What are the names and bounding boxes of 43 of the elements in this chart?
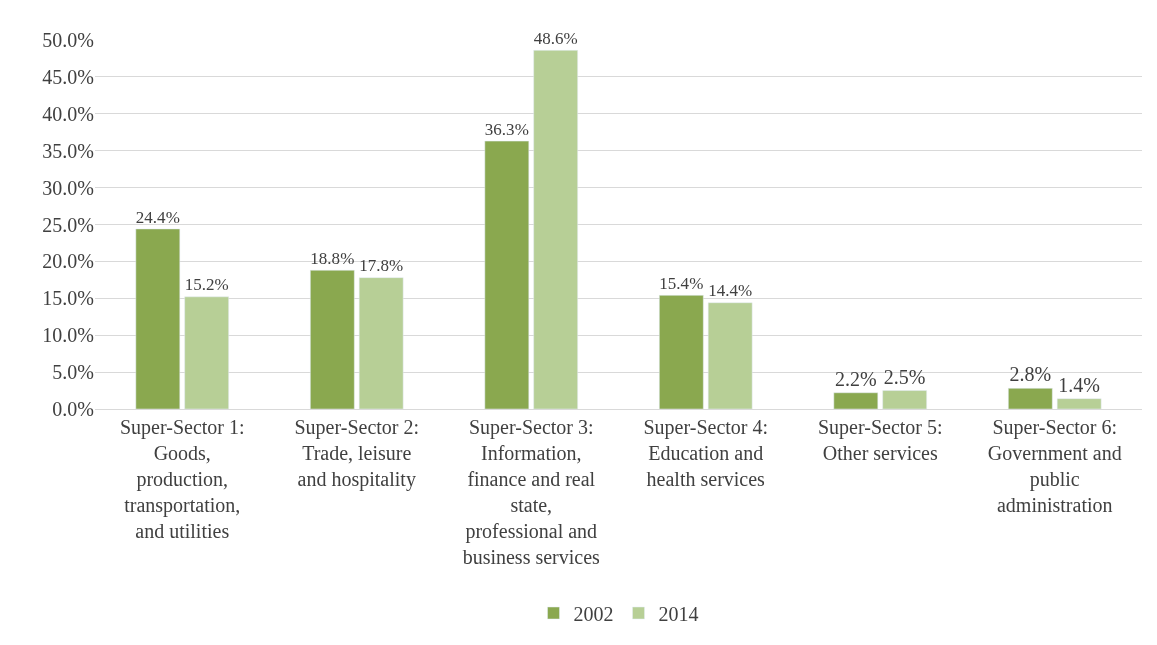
y-tick-label: 10.0% bbox=[42, 324, 94, 347]
data-label: 2.5% bbox=[883, 365, 926, 388]
y-tick-label: 35.0% bbox=[42, 139, 94, 162]
bar bbox=[184, 296, 229, 409]
x-tick-label: Super-Sector 6: Government and public administration bbox=[987, 416, 1122, 516]
bar bbox=[1056, 398, 1102, 409]
x-tick-label: Super-Sector 1: Goods, production, transportation, and utilities bbox=[119, 416, 245, 542]
bar bbox=[310, 270, 355, 409]
bar bbox=[882, 390, 927, 409]
y-tick-label: 25.0% bbox=[42, 213, 94, 236]
x-tick-label: Super-Sector 5: Other services bbox=[817, 416, 943, 464]
y-tick-label: 15.0% bbox=[42, 287, 94, 310]
bar bbox=[135, 228, 181, 409]
data-label: 24.4% bbox=[135, 207, 180, 227]
data-label: 15.4% bbox=[659, 273, 704, 293]
data-label: 36.3% bbox=[484, 119, 529, 139]
bar bbox=[358, 277, 404, 409]
bar bbox=[833, 392, 879, 409]
x-tick-label: Super-Sector 3: Information, finance and real state, professional and business services bbox=[462, 416, 601, 568]
y-tick-label: 45.0% bbox=[42, 65, 94, 88]
y-tick-label: 30.0% bbox=[42, 176, 94, 199]
bar bbox=[659, 295, 704, 409]
x-tick-label: Super-Sector 2: Trade, leisure and hospitality bbox=[294, 416, 420, 491]
bar bbox=[484, 140, 530, 409]
bar bbox=[707, 302, 753, 409]
y-tick-label: 5.0% bbox=[52, 361, 94, 384]
bar bbox=[533, 50, 578, 409]
data-label: 2.2% bbox=[834, 367, 877, 390]
y-tick-label: 50.0% bbox=[42, 29, 94, 51]
data-label: 48.6% bbox=[533, 28, 578, 48]
y-tick-label: 0.0% bbox=[52, 398, 94, 420]
data-label: 17.8% bbox=[359, 256, 404, 276]
data-label: 18.8% bbox=[310, 248, 355, 268]
legend-label: 2014 bbox=[658, 602, 699, 625]
y-tick-label: 20.0% bbox=[42, 250, 94, 273]
legend-label: 2002 bbox=[573, 602, 614, 625]
bar bbox=[1008, 388, 1053, 409]
y-tick-label: 40.0% bbox=[42, 102, 94, 125]
data-label: 2.8% bbox=[1009, 363, 1052, 386]
data-label: 1.4% bbox=[1058, 373, 1101, 396]
x-tick-label: Super-Sector 4: Education and health services bbox=[643, 416, 769, 490]
data-label: 15.2% bbox=[184, 275, 229, 295]
data-label: 14.4% bbox=[708, 281, 753, 301]
